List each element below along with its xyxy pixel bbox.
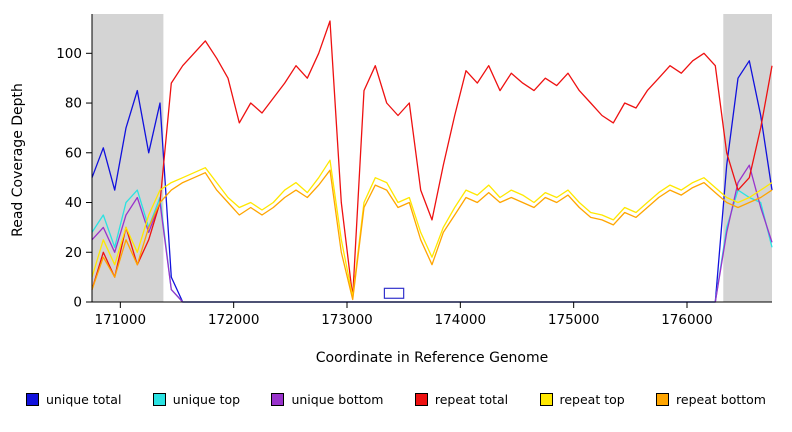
legend-item-unique-bottom: unique bottom xyxy=(271,392,384,407)
series-lines xyxy=(91,20,773,303)
coverage-plot: 0 20 40 60 80 100 171000 172000 173000 174000 1750… xyxy=(10,14,773,366)
legend-item-unique-top: unique top xyxy=(152,392,241,407)
shaded-regions xyxy=(92,14,772,302)
y-tick-label: 40 xyxy=(65,195,82,211)
y-axis-label: Read Coverage Depth xyxy=(10,83,26,237)
y-tick-label: 100 xyxy=(56,46,82,62)
series-line-repeat-bottom xyxy=(91,169,773,301)
repeat-bottom-swatch-icon xyxy=(656,393,670,406)
legend-label: unique total xyxy=(46,392,122,407)
x-tick-label: 174000 xyxy=(435,312,487,328)
x-tick-label: 172000 xyxy=(208,312,260,328)
unique-total-swatch-icon xyxy=(26,393,39,406)
y-tick-label: 60 xyxy=(65,145,82,161)
legend-item-repeat-top: repeat top xyxy=(539,392,625,407)
x-tick-label: 176000 xyxy=(661,312,713,328)
x-tick-label: 175000 xyxy=(548,312,600,328)
repeat-total-swatch-icon xyxy=(414,393,428,406)
legend-label: repeat total xyxy=(434,392,509,407)
legend-label: unique bottom xyxy=(291,392,384,407)
annotation-box xyxy=(383,287,405,299)
legend-item-repeat-bottom: repeat bottom xyxy=(656,392,766,407)
legend-label: repeat top xyxy=(559,392,625,407)
x-tick-label: 171000 xyxy=(95,312,147,328)
x-tick-label: 173000 xyxy=(321,312,373,328)
repeat-top-swatch-icon xyxy=(539,393,553,406)
shaded-region-1 xyxy=(723,14,772,302)
unique-bottom-swatch-icon xyxy=(271,393,285,406)
series-line-repeat-top xyxy=(91,159,773,298)
x-axis-label: Coordinate in Reference Genome xyxy=(316,350,549,366)
y-tick-label: 0 xyxy=(73,295,82,311)
legend-label: repeat bottom xyxy=(676,392,766,407)
legend-item-unique-total: unique total xyxy=(26,392,121,407)
axes: 0 20 40 60 80 100 171000 172000 173000 174000 1750… xyxy=(56,14,772,328)
legend-item-repeat-total: repeat total xyxy=(414,392,509,407)
legend-label: unique top xyxy=(172,392,241,407)
series-line-repeat-total xyxy=(91,20,773,298)
series-line-unique-total xyxy=(91,60,773,303)
legend: unique total unique top unique bottom re… xyxy=(0,392,792,407)
y-tick-label: 20 xyxy=(65,245,82,261)
annotation-rect xyxy=(383,287,405,299)
series-line-unique-top xyxy=(91,189,773,303)
y-tick-label: 80 xyxy=(65,96,82,112)
unique-top-swatch-icon xyxy=(152,393,166,406)
